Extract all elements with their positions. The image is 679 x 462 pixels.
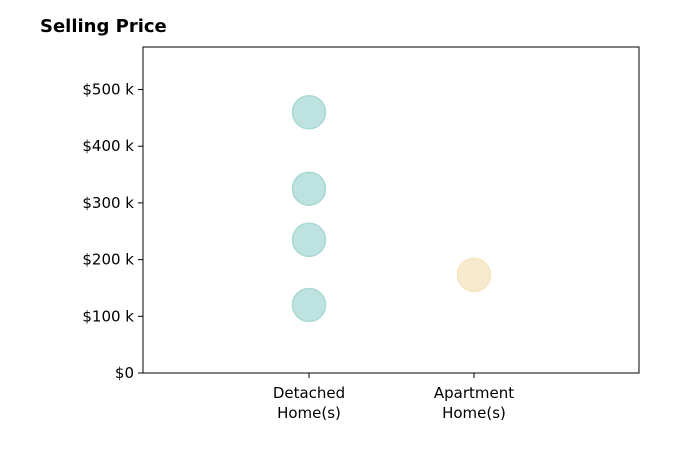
plot-area-frame	[142, 46, 640, 374]
x-axis: Detached Home(s) Apartment Home(s)	[273, 373, 514, 422]
data-point	[291, 171, 327, 206]
x-tick-label-line: Apartment	[434, 384, 514, 402]
y-tick-label: $300 k	[82, 194, 134, 212]
y-tick-label: $100 k	[82, 307, 134, 325]
data-point	[456, 257, 492, 293]
y-tick-label: $200 k	[82, 251, 134, 269]
data-point	[291, 94, 327, 130]
x-tick-label-line: Detached	[273, 384, 345, 402]
chart-title: Selling Price	[40, 16, 167, 37]
y-tick-label: $400 k	[82, 137, 134, 155]
data-point	[291, 287, 327, 323]
y-tick-label: $0	[115, 364, 134, 382]
data-point	[291, 222, 327, 258]
y-tick-label: $500 k	[82, 81, 134, 99]
x-tick-label: Detached Home(s)	[273, 384, 345, 422]
x-tick-label-line: Home(s)	[277, 404, 341, 422]
x-tick-label: Apartment Home(s)	[434, 384, 514, 422]
x-tick-label-line: Home(s)	[442, 404, 506, 422]
y-axis: $0 $100 k $200 k $300 k $400 k $500 k	[82, 81, 143, 382]
data-points	[291, 94, 492, 323]
